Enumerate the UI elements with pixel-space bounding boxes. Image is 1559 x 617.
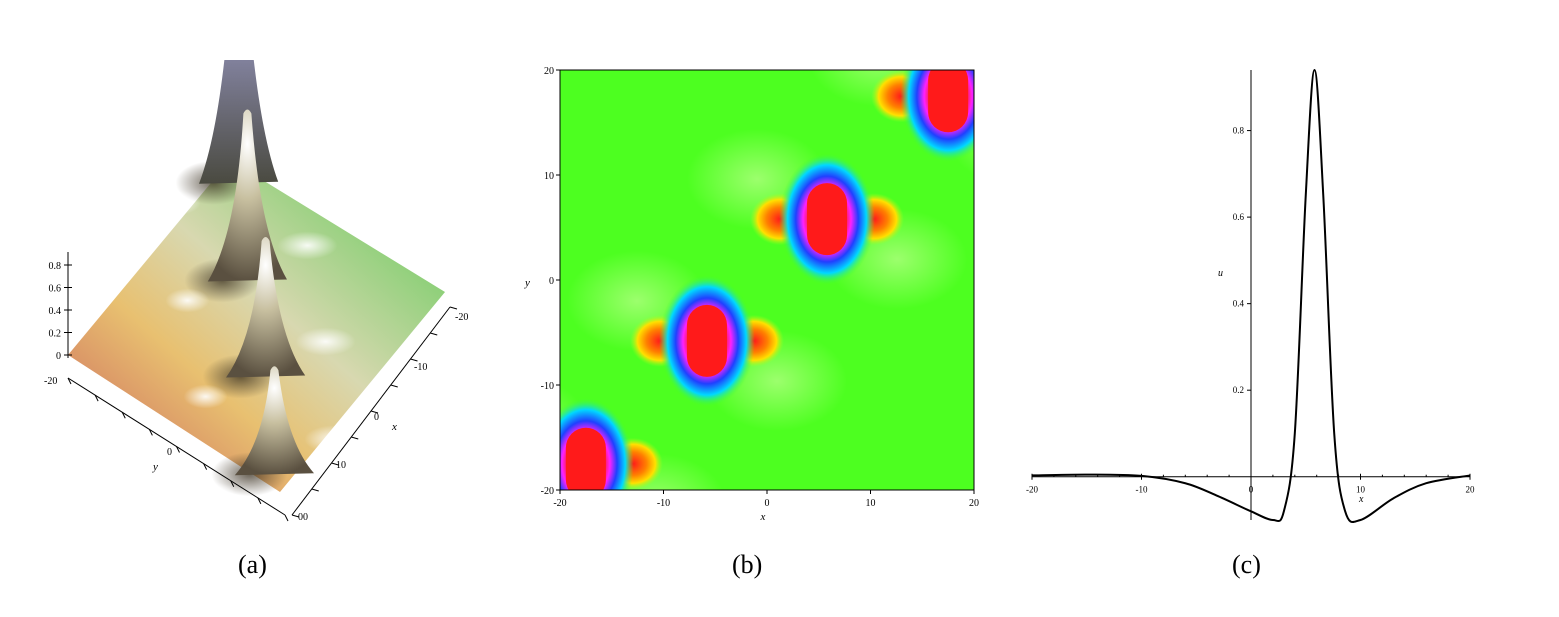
z-tick-label: 0.6 xyxy=(49,284,62,295)
x-tick xyxy=(311,488,319,492)
x-tick-label: -10 xyxy=(657,498,670,509)
panel-b: -20 -10 0 10 20 -20 -10 0 10 20 x y xyxy=(515,60,985,530)
x-tick xyxy=(430,332,438,336)
peak-glow xyxy=(183,384,228,409)
y-tick-label: -20 xyxy=(44,376,57,387)
panel-a: 0 0.2 0.4 0.6 0.8 -20 0 00 10 0 -10 -20 x y xyxy=(30,0,480,530)
y-axis-label: u xyxy=(1218,268,1223,279)
line-plot: -20 -10 0 10 20 0.2 0.4 0.6 0.8 x u xyxy=(1026,68,1476,524)
peak-glow xyxy=(156,190,201,215)
central-core xyxy=(686,304,727,377)
y-tick-label: 20 xyxy=(544,66,554,77)
central-core xyxy=(565,427,606,490)
x-tick-label: 0 xyxy=(374,412,379,423)
z-tick-label: 0.8 xyxy=(49,261,62,272)
x-tick xyxy=(291,514,300,518)
x-tick-label: 10 xyxy=(336,460,346,471)
y-tick xyxy=(257,497,262,505)
surface-plot: 0 0.2 0.4 0.6 0.8 -20 0 00 10 0 -10 -20 x y xyxy=(44,0,468,523)
x-tick-label: -10 xyxy=(1136,485,1148,495)
x-tick-label: 20 xyxy=(1466,485,1476,495)
y-tick-label: 0.2 xyxy=(1233,385,1244,395)
surface-peak xyxy=(198,0,279,184)
x-tick-label: -20 xyxy=(455,312,468,323)
y-tick xyxy=(176,446,180,453)
x-tick xyxy=(370,410,379,414)
caption-c: (c) xyxy=(1232,550,1261,579)
y-tick xyxy=(148,429,153,436)
z-tick-label: 0.2 xyxy=(49,329,62,340)
x-tick xyxy=(390,384,398,388)
x-tick-label: 00 xyxy=(298,512,308,523)
y-tick xyxy=(94,394,99,402)
heatmap-plot: -20 -10 0 10 20 -20 -10 0 10 20 x y xyxy=(524,66,979,523)
x-tick-label: -20 xyxy=(553,498,566,509)
peak-glow xyxy=(304,425,365,454)
caption-b: (b) xyxy=(732,550,763,579)
peak-glow xyxy=(192,482,237,507)
x-axis-label: x xyxy=(760,511,766,523)
y-tick-label: 0.6 xyxy=(1233,212,1245,222)
central-core xyxy=(928,70,969,133)
x-tick-label: 0 xyxy=(765,498,770,509)
x-tick-label: 10 xyxy=(1356,485,1366,495)
x-tick-label: -20 xyxy=(1026,485,1038,495)
x-tick-label: 10 xyxy=(866,498,876,509)
surface-peak xyxy=(234,366,315,476)
x-tick xyxy=(410,358,418,362)
x-axis-label: x xyxy=(391,421,397,433)
y-tick-label: 10 xyxy=(544,171,554,182)
y-tick-label: -10 xyxy=(541,381,554,392)
y-tick-label: 0 xyxy=(167,447,172,458)
peak-glow xyxy=(268,133,329,162)
peak-glow xyxy=(277,231,338,260)
y-axis-label: y xyxy=(152,461,158,473)
peak-glow xyxy=(295,327,356,356)
y-tick xyxy=(121,412,126,419)
z-tick-label: 0.4 xyxy=(49,306,62,317)
x-tick xyxy=(331,462,339,466)
peak-glow xyxy=(165,288,210,313)
caption-a: (a) xyxy=(238,550,267,579)
y-tick xyxy=(67,377,72,385)
y-tick-label: 0 xyxy=(549,276,554,287)
series-line xyxy=(1031,68,1471,524)
x-tick-label: 0 xyxy=(1249,485,1254,495)
y-tick-label: 0.8 xyxy=(1233,126,1245,136)
x-tick xyxy=(449,306,458,310)
y-tick xyxy=(203,463,208,470)
z-tick-label: 0 xyxy=(56,351,61,362)
y-tick-label: 0.4 xyxy=(1233,299,1245,309)
y-tick xyxy=(230,480,235,487)
x-tick-label: 20 xyxy=(969,498,979,509)
y-tick-label: -20 xyxy=(541,486,554,497)
central-core xyxy=(807,183,848,256)
y-axis-label: y xyxy=(524,277,530,289)
panel-c: -20 -10 0 10 20 0.2 0.4 0.6 0.8 x u xyxy=(1020,60,1490,530)
y-tick xyxy=(284,514,289,522)
x-tick-label: -10 xyxy=(414,362,427,373)
x-axis-label: x xyxy=(1358,494,1364,505)
surface-peak xyxy=(226,237,306,378)
x-tick xyxy=(351,436,359,440)
